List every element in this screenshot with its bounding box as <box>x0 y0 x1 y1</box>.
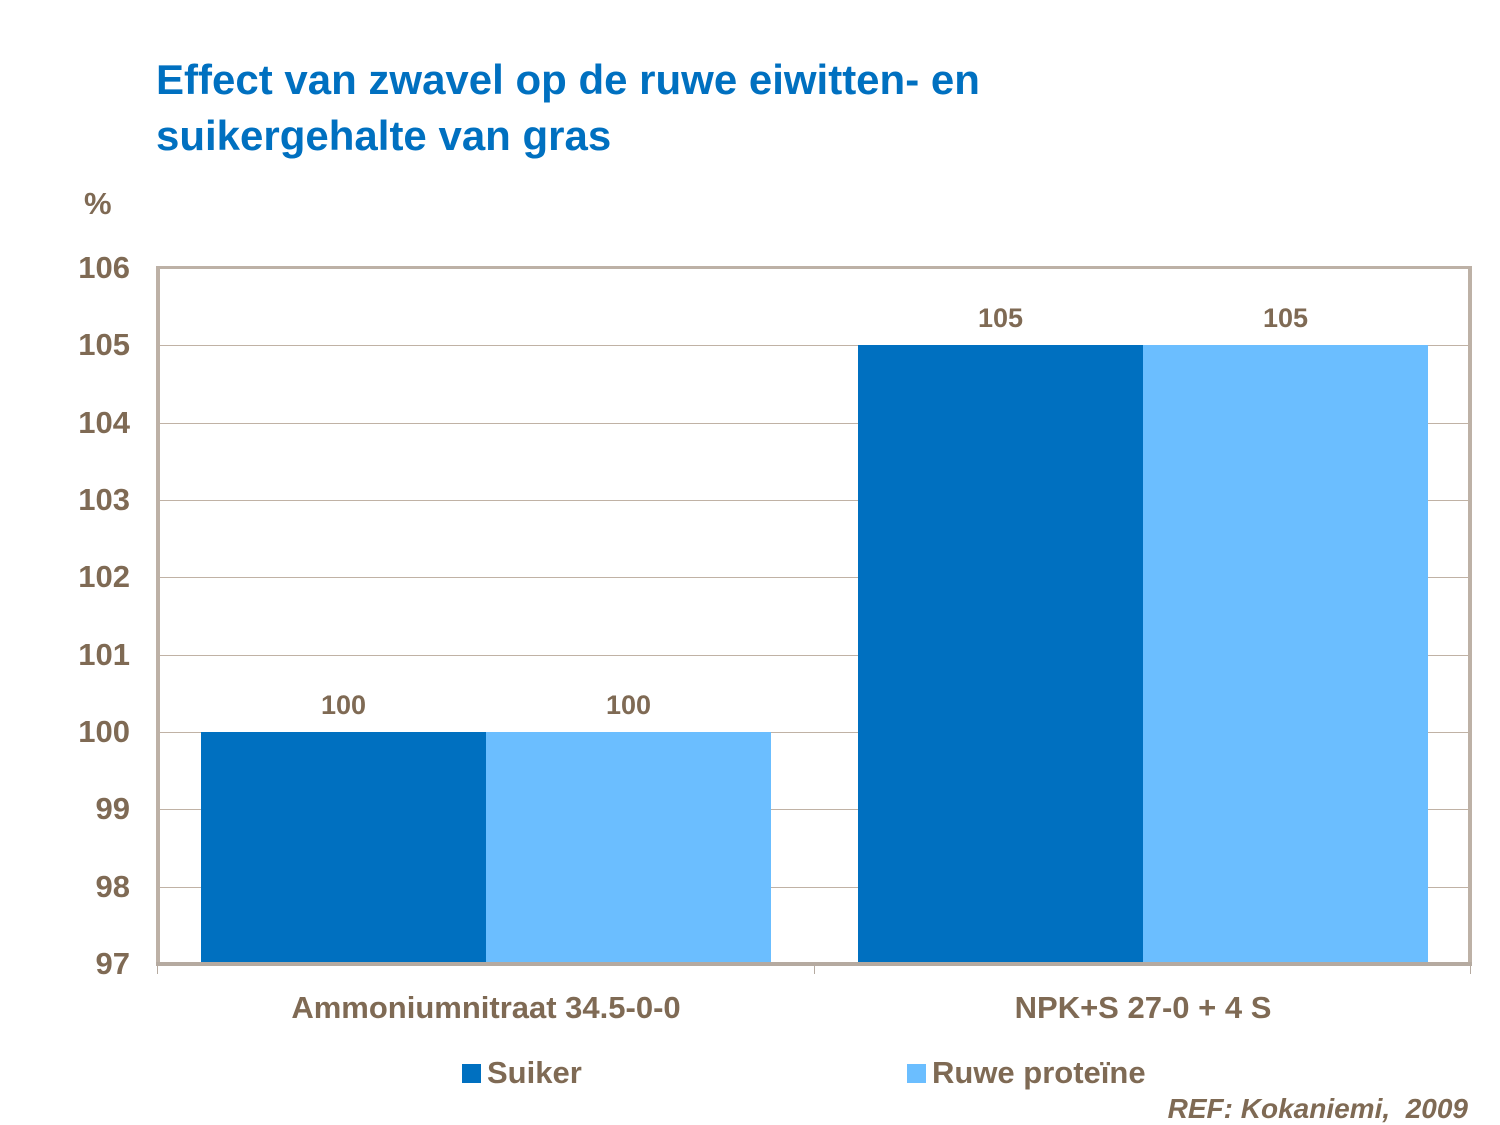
chart-title-line-2: suikergehalte van gras <box>156 112 612 159</box>
legend-item-ruwe-proteine: Ruwe proteïne <box>907 1055 1146 1091</box>
legend-label: Suiker <box>487 1055 582 1090</box>
y-tick-label: 97 <box>95 946 130 981</box>
legend-item-suiker: Suiker <box>462 1055 582 1091</box>
gridline <box>160 423 1468 424</box>
gridline <box>160 577 1468 578</box>
bar-ruwe-prote-ne <box>1143 345 1428 964</box>
gridline <box>160 887 1468 888</box>
bar-value-label: 100 <box>320 690 367 720</box>
x-axis-tick <box>1470 966 1471 974</box>
y-tick-label: 99 <box>95 791 130 826</box>
chart-title: Effect van zwavel op de ruwe eiwitten- e… <box>156 52 1356 164</box>
y-tick-label: 104 <box>78 405 130 440</box>
category-label-npk-s: NPK+S 27-0 + 4 S <box>1014 990 1272 1025</box>
category-label-ammoniumnitraat: Ammoniumnitraat 34.5-0-0 <box>291 990 681 1025</box>
y-tick-label: 98 <box>95 869 130 904</box>
x-axis-tick <box>814 966 815 974</box>
y-tick-label: 102 <box>78 559 130 594</box>
bar-suiker <box>858 345 1143 964</box>
y-tick-label: 103 <box>78 482 130 517</box>
gridline <box>160 345 1468 346</box>
y-tick-label: 101 <box>78 637 130 672</box>
y-tick-label: 100 <box>78 714 130 749</box>
y-axis-unit-label: % <box>84 186 112 221</box>
reference-note: REF: Kokaniemi, 2009 <box>1167 1093 1468 1124</box>
plot-frame <box>156 266 1472 964</box>
y-tick-label: 105 <box>78 327 130 362</box>
bar-suiker <box>201 732 486 964</box>
gridline <box>160 732 1468 733</box>
gridline <box>160 809 1468 810</box>
bar-value-label: 105 <box>977 303 1024 333</box>
bar-value-label: 100 <box>605 690 652 720</box>
legend-swatch-ruwe-proteine <box>907 1063 926 1083</box>
legend-label: Ruwe proteïne <box>932 1055 1146 1090</box>
gridline <box>160 500 1468 501</box>
gridline <box>160 655 1468 656</box>
y-tick-label: 106 <box>78 250 130 285</box>
x-axis-tick <box>157 966 158 974</box>
legend-swatch-suiker <box>462 1063 481 1083</box>
bar-ruwe-prote-ne <box>486 732 771 964</box>
bar-value-label: 105 <box>1262 303 1309 333</box>
x-axis-line <box>156 962 1472 966</box>
chart-title-line-1: Effect van zwavel op de ruwe eiwitten- e… <box>156 56 980 103</box>
